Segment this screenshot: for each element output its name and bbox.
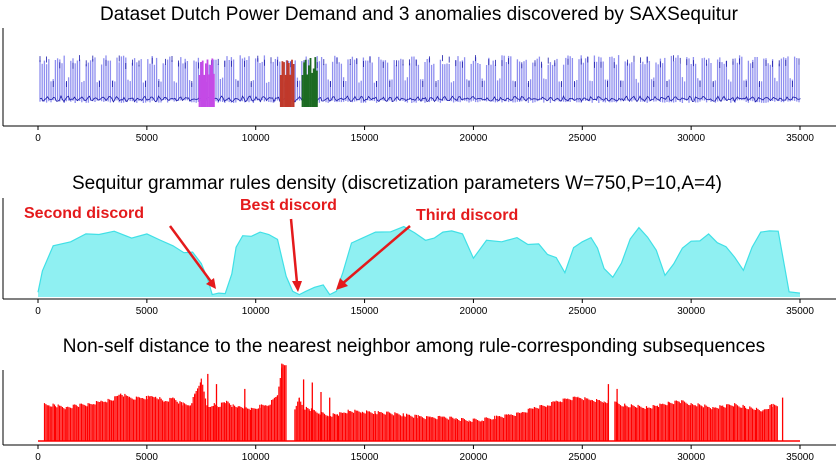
panel3-tick-label: 15000	[351, 452, 379, 463]
panel3-tick-label: 10000	[242, 452, 270, 463]
anomaly-highlights	[198, 57, 318, 107]
panel1-tick-label: 35000	[786, 133, 814, 144]
panel1-x-ticks: 0 5000 10000 15000 20000 25000 30000 35000	[35, 126, 814, 144]
panel3-tick-label: 0	[35, 452, 41, 463]
panel2-tick-label: 35000	[786, 306, 814, 317]
panel-nn-distance: Non-self distance to the nearest neighbo…	[2, 336, 836, 463]
panel2-tick-label: 30000	[677, 306, 705, 317]
panel3-title: Non-self distance to the nearest neighbo…	[63, 336, 765, 357]
panel1-tick-label: 0	[35, 133, 41, 144]
panel1-tick-label: 15000	[351, 133, 379, 144]
panel1-tick-label: 10000	[242, 133, 270, 144]
nn-distance-bars	[38, 363, 800, 442]
panel1-tick-label: 30000	[677, 133, 705, 144]
panel2-tick-label: 25000	[568, 306, 596, 317]
panel3-tick-label: 35000	[786, 452, 814, 463]
panel2-tick-label: 0	[35, 306, 41, 317]
panel-power-demand: Dataset Dutch Power Demand and 3 anomali…	[2, 4, 836, 144]
arrowhead-best-discord	[292, 281, 302, 292]
panel3-tick-label: 25000	[568, 452, 596, 463]
arrowhead-third-discord	[336, 278, 348, 290]
panel1-title: Dataset Dutch Power Demand and 3 anomali…	[100, 4, 739, 25]
arrowhead-second-discord	[206, 278, 216, 289]
signal-baseline-trace	[39, 95, 801, 103]
density-area-outline	[37, 225, 801, 296]
panel1-tick-label: 5000	[136, 133, 159, 144]
panel2-title: Sequitur grammar rules density (discreti…	[72, 173, 722, 194]
panel3-x-ticks: 0 5000 10000 15000 20000 25000 30000 35000	[35, 445, 814, 463]
annotation-third-discord: Third discord	[416, 207, 518, 224]
panel3-tick-label: 5000	[136, 452, 159, 463]
arrow-best-discord	[289, 218, 299, 284]
panel3-tick-label: 20000	[460, 452, 488, 463]
arrow-third-discord	[341, 225, 411, 285]
panel2-x-ticks: 0 5000 10000 15000 20000 25000 30000 35000	[35, 299, 814, 317]
annotation-second-discord: Second discord	[24, 205, 144, 222]
panel2-tick-label: 10000	[242, 306, 270, 317]
power-demand-signal	[39, 55, 801, 103]
density-area-fill	[38, 226, 800, 297]
panel2-tick-label: 15000	[351, 306, 379, 317]
arrow-second-discord	[168, 225, 214, 284]
panel-rule-density: Sequitur grammar rules density (discreti…	[2, 173, 836, 317]
panel2-tick-label: 5000	[136, 306, 159, 317]
panel1-tick-label: 25000	[568, 133, 596, 144]
annotation-best-discord: Best discord	[240, 197, 337, 214]
panel1-tick-label: 20000	[460, 133, 488, 144]
rule-density-area	[37, 225, 801, 297]
panel3-tick-label: 30000	[677, 452, 705, 463]
annotation-arrows	[168, 218, 411, 292]
panel2-tick-label: 20000	[460, 306, 488, 317]
